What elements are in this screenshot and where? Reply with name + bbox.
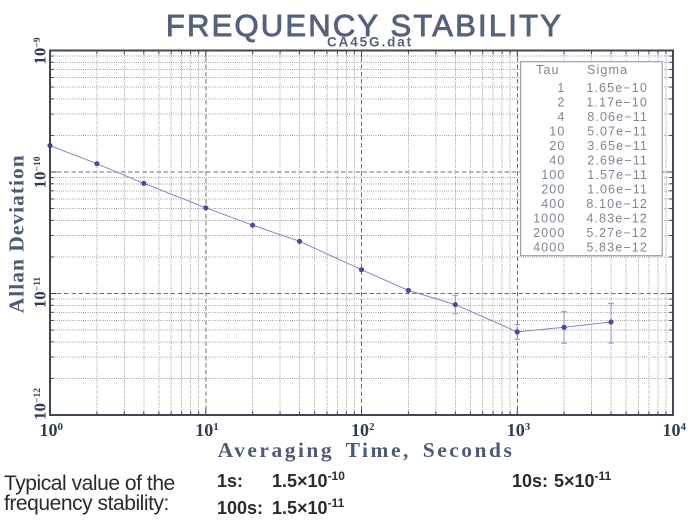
svg-text:5.07e−11: 5.07e−11 [587,125,648,139]
svg-text:1.65e−10: 1.65e−10 [586,81,648,95]
svg-text:1.5×10-10: 1.5×10-10 [272,469,345,491]
svg-text:1.06e−11: 1.06e−11 [587,183,648,197]
svg-text:103: 103 [507,420,531,440]
svg-text:200: 200 [541,183,565,197]
svg-text:1.57e−11: 1.57e−11 [587,168,648,182]
svg-text:8.10e−12: 8.10e−12 [586,197,648,211]
svg-text:Sigma: Sigma [587,63,628,77]
svg-text:frequency stability:: frequency stability: [4,492,169,515]
svg-text:CA45G.dat: CA45G.dat [327,35,413,50]
svg-text:5.27e−12: 5.27e−12 [586,226,648,240]
svg-text:4000: 4000 [533,241,565,255]
svg-text:101: 101 [195,420,219,440]
svg-text:40: 40 [549,154,565,168]
svg-text:100: 100 [541,168,565,182]
svg-text:2: 2 [557,96,565,110]
svg-text:3.65e−11: 3.65e−11 [587,139,648,153]
svg-text:20: 20 [549,139,565,153]
svg-text:10: 10 [549,125,565,139]
svg-text:1.5×10-11: 1.5×10-11 [272,496,345,518]
svg-text:4: 4 [557,110,565,124]
svg-text:2000: 2000 [533,226,565,240]
svg-text:Allan Deviation: Allan Deviation [5,154,29,313]
svg-text:2.69e−11: 2.69e−11 [587,154,648,168]
svg-text:Tau: Tau [536,63,560,77]
svg-text:10s:: 10s: [512,471,548,491]
svg-text:Averaging Time, Seconds: Averaging Time, Seconds [218,438,515,462]
svg-text:FREQUENCY STABILITY: FREQUENCY STABILITY [166,8,563,43]
svg-text:400: 400 [541,197,565,211]
svg-text:5.83e−12: 5.83e−12 [586,241,648,255]
svg-text:1.17e−10: 1.17e−10 [586,96,648,110]
svg-text:4.83e−12: 4.83e−12 [586,212,648,226]
svg-text:1: 1 [557,81,565,95]
svg-text:8.06e−11: 8.06e−11 [587,110,648,124]
svg-text:1s:: 1s: [217,471,243,491]
svg-text:1000: 1000 [533,212,565,226]
svg-text:100s:: 100s: [217,498,263,518]
svg-text:Typical value of the: Typical value of the [4,472,175,495]
